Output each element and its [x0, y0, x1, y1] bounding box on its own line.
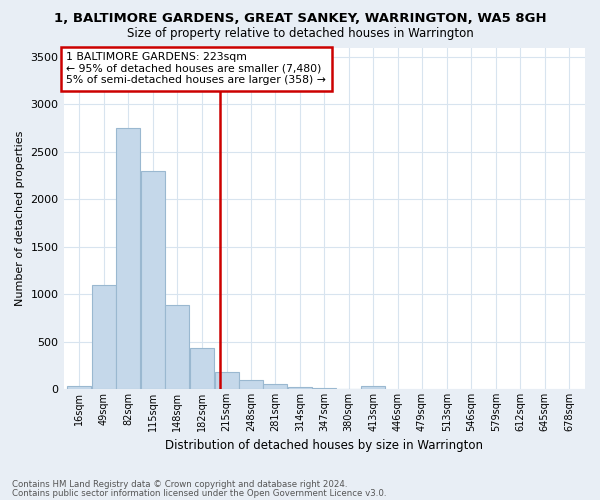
- Bar: [140, 171, 164, 389]
- Bar: [165, 304, 189, 389]
- Y-axis label: Number of detached properties: Number of detached properties: [15, 130, 25, 306]
- Bar: [312, 388, 336, 389]
- Bar: [67, 386, 91, 389]
- Bar: [263, 384, 287, 389]
- Bar: [361, 386, 385, 389]
- Bar: [190, 348, 214, 389]
- Text: Size of property relative to detached houses in Warrington: Size of property relative to detached ho…: [127, 28, 473, 40]
- Text: Contains public sector information licensed under the Open Government Licence v3: Contains public sector information licen…: [12, 490, 386, 498]
- Text: 1 BALTIMORE GARDENS: 223sqm
← 95% of detached houses are smaller (7,480)
5% of s: 1 BALTIMORE GARDENS: 223sqm ← 95% of det…: [66, 52, 326, 86]
- Bar: [116, 128, 140, 389]
- Bar: [288, 386, 312, 389]
- Text: 1, BALTIMORE GARDENS, GREAT SANKEY, WARRINGTON, WA5 8GH: 1, BALTIMORE GARDENS, GREAT SANKEY, WARR…: [53, 12, 547, 26]
- X-axis label: Distribution of detached houses by size in Warrington: Distribution of detached houses by size …: [165, 440, 483, 452]
- Bar: [215, 372, 239, 389]
- Text: Contains HM Land Registry data © Crown copyright and database right 2024.: Contains HM Land Registry data © Crown c…: [12, 480, 347, 489]
- Bar: [239, 380, 263, 389]
- Bar: [92, 284, 116, 389]
